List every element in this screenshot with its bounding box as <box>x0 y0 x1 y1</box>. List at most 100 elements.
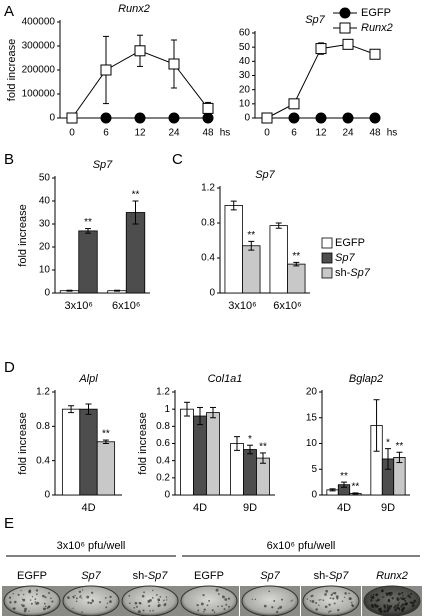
well-speck <box>75 597 78 600</box>
error-bar <box>230 200 237 211</box>
y-axis-label: fold increase <box>137 412 149 474</box>
well-speck <box>35 589 39 592</box>
well-speck <box>163 599 165 602</box>
well-speck <box>389 594 392 597</box>
well-speck <box>147 599 151 603</box>
well-speck <box>82 589 84 591</box>
well-speck <box>200 602 204 606</box>
well-speck <box>399 597 402 599</box>
x-tick-label: 6 <box>103 128 109 139</box>
well-speck <box>337 608 340 612</box>
y-tick-label: 10 <box>239 98 251 109</box>
well-speck <box>271 606 274 609</box>
well-speck <box>157 603 161 607</box>
x-tick-label: 24 <box>342 128 354 139</box>
well-speck <box>138 601 141 605</box>
well-speck <box>318 599 320 601</box>
point <box>100 64 112 76</box>
well-speck <box>371 596 375 600</box>
well-speck <box>404 599 407 602</box>
y-tick-label: 40 <box>39 196 51 207</box>
well-speck <box>375 599 377 602</box>
well-speck <box>72 607 74 609</box>
well-speck <box>208 599 210 602</box>
well-speck <box>404 602 408 606</box>
point <box>369 48 381 60</box>
well-speck <box>24 607 27 611</box>
error-bar <box>68 405 75 414</box>
y-axis-label: fold increase <box>17 412 29 474</box>
well-speck <box>277 607 280 610</box>
legend-label: Runx2 <box>361 22 393 34</box>
y-tick-label: 20 <box>306 387 318 398</box>
point <box>342 38 354 50</box>
well-speck <box>72 596 75 599</box>
well-speck <box>78 590 82 594</box>
y-tick-label: 10 <box>39 265 51 276</box>
chart-title: Alpl <box>78 373 98 385</box>
well-speck <box>378 607 381 611</box>
well-speck <box>213 611 216 614</box>
y-tick-label: 0.8 <box>156 421 170 432</box>
well-speck <box>390 591 393 595</box>
x-tick-label: 0 <box>264 128 270 139</box>
well-speck <box>20 589 22 592</box>
well-speck <box>376 598 380 602</box>
x-tick-label: 3x10⁶ <box>65 300 93 312</box>
well-speck <box>333 591 337 595</box>
series-line <box>266 43 376 119</box>
well-speck <box>98 601 102 604</box>
well-speck <box>375 593 379 597</box>
well-speck <box>148 604 151 607</box>
well-speck <box>44 608 46 610</box>
well-speck <box>129 602 131 605</box>
y-tick-label: 1.2 <box>36 387 50 398</box>
significance-label: ** <box>340 471 348 482</box>
well-speck <box>196 604 199 607</box>
well-image <box>3 585 61 616</box>
well-speck <box>81 597 83 599</box>
well-image <box>62 585 120 616</box>
y-tick-label: 20 <box>39 242 51 253</box>
well-speck <box>351 604 354 607</box>
bar <box>206 412 220 496</box>
well-speck <box>402 595 404 597</box>
x-tick-label: 9D <box>243 502 257 514</box>
bar <box>269 225 288 294</box>
well-speck <box>215 588 219 592</box>
well-speck <box>151 596 154 599</box>
well-speck <box>332 592 335 595</box>
well-speck <box>324 593 327 596</box>
well-label: sh-Sp7 <box>133 570 169 582</box>
y-tick-label: 0 <box>44 288 50 299</box>
well-speck <box>13 600 17 604</box>
well-speck <box>394 604 397 607</box>
y-tick-label: 0 <box>164 490 170 501</box>
legend-label: Sp7 <box>335 252 355 264</box>
y-tick-label: 200000 <box>22 65 56 76</box>
bar <box>61 408 81 496</box>
well-speck <box>329 610 332 613</box>
well-speck <box>159 596 162 598</box>
well-speck <box>79 596 82 598</box>
well-speck <box>217 605 219 608</box>
y-tick-label: 40 <box>239 56 251 67</box>
y-tick-label: 20 <box>239 84 251 95</box>
well-speck <box>413 599 417 603</box>
well-speck <box>203 611 205 613</box>
well-speck <box>149 610 151 612</box>
well-speck <box>375 603 377 605</box>
well-label: Sp7 <box>81 570 101 582</box>
x-tick-label: 6x10⁶ <box>112 300 140 312</box>
well-speck <box>329 597 332 600</box>
well-speck <box>385 592 388 595</box>
well-image <box>241 585 299 616</box>
well-speck <box>330 593 333 597</box>
well-speck <box>335 595 339 599</box>
panel-letter: D <box>4 359 15 376</box>
bar <box>79 408 98 496</box>
error-bar <box>102 439 109 444</box>
well-speck <box>376 600 378 603</box>
point <box>315 43 327 55</box>
error-bar <box>234 436 240 451</box>
